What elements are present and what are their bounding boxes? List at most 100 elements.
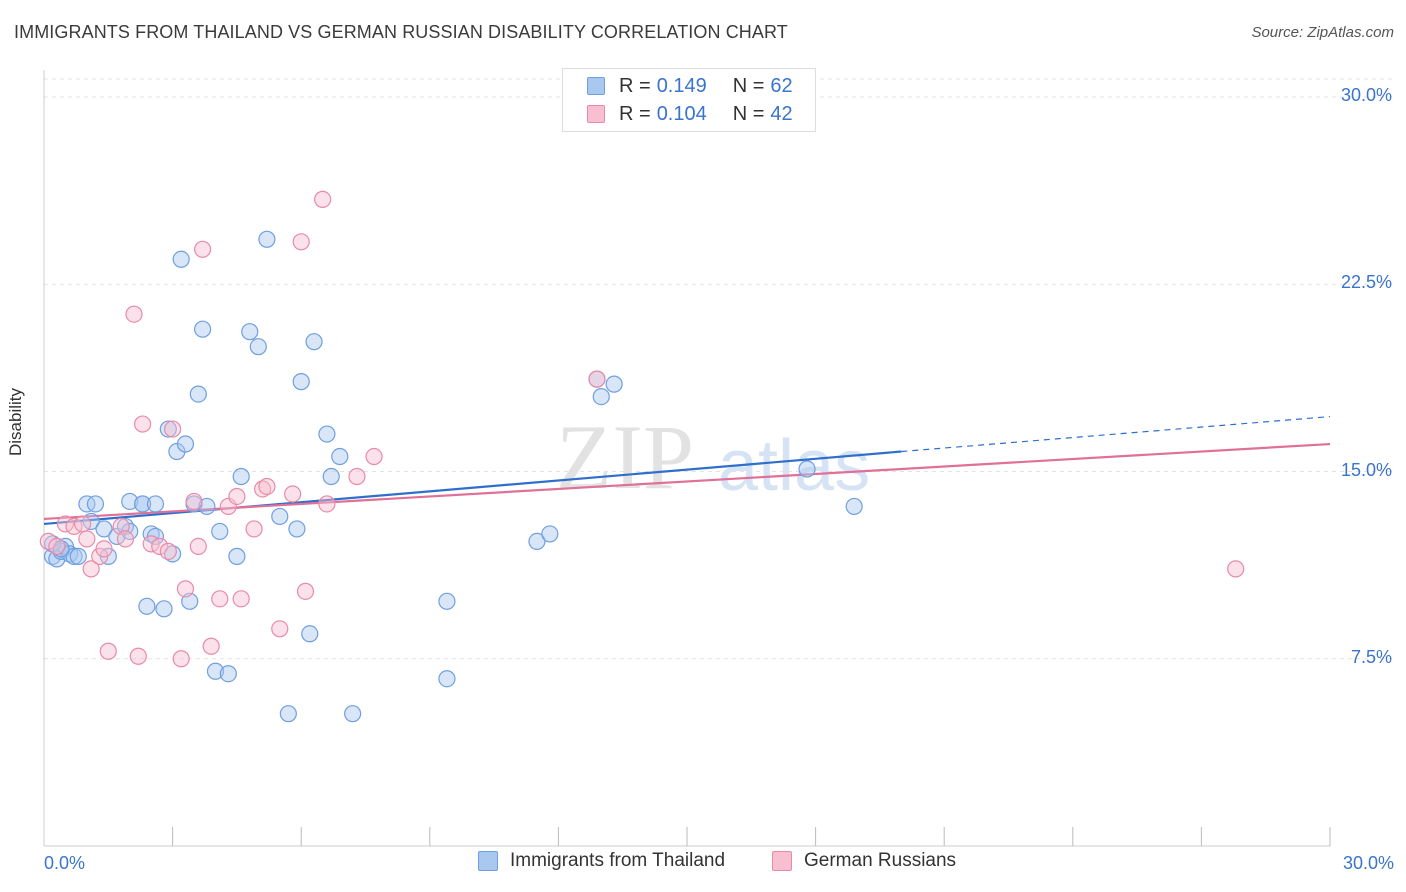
- data-point-pink: [78, 530, 96, 548]
- data-point-pink: [1227, 560, 1245, 578]
- watermark-zip: ZIP: [556, 406, 694, 508]
- data-point-pink: [232, 590, 250, 608]
- data-point-blue: [438, 670, 456, 688]
- legend-item-thailand[interactable]: Immigrants from Thailand: [478, 850, 725, 872]
- r-label: R =: [619, 74, 651, 97]
- series-legend: Immigrants from Thailand German Russians: [0, 850, 1406, 878]
- y-tick-label: 30.0%: [1340, 85, 1392, 105]
- r-value: 0.104: [656, 102, 707, 125]
- data-point-pink: [99, 642, 117, 660]
- data-point-blue: [138, 597, 156, 615]
- data-point-pink: [73, 515, 92, 533]
- trend-line-extension-blue: [901, 415, 1331, 453]
- data-point-pink: [588, 370, 606, 388]
- grid-lines: [44, 78, 1394, 660]
- data-point-blue: [279, 705, 297, 723]
- data-point-blue: [194, 320, 212, 338]
- y-axis-label: Disability: [6, 387, 25, 456]
- data-point-pink: [82, 560, 100, 578]
- data-point-pink: [164, 420, 182, 438]
- data-point-pink: [129, 647, 147, 665]
- data-point-pink: [176, 580, 195, 598]
- n-value: 62: [770, 74, 793, 97]
- data-point-pink: [292, 233, 310, 251]
- data-point-blue: [65, 547, 83, 565]
- legend-swatch-thailand: [478, 851, 498, 871]
- r-label: R =: [619, 102, 651, 125]
- data-point-blue: [176, 435, 195, 453]
- data-point-blue: [292, 373, 310, 391]
- data-point-blue: [798, 460, 816, 478]
- n-label: N =: [732, 74, 765, 97]
- data-point-blue: [189, 385, 207, 403]
- data-point-pink: [48, 537, 66, 556]
- data-point-blue: [322, 467, 340, 486]
- stats-legend: R = 0.149 N = 62 R = 0.104 N = 42: [562, 68, 816, 132]
- data-point-blue: [592, 388, 610, 406]
- data-point-blue: [155, 600, 173, 618]
- data-point-blue: [69, 547, 87, 565]
- legend-label-german-russians: German Russians: [804, 850, 957, 871]
- data-point-blue: [146, 495, 165, 513]
- data-point-pink: [245, 520, 263, 538]
- data-point-pink: [271, 620, 289, 638]
- y-tick-label: 15.0%: [1340, 459, 1392, 480]
- data-point-pink: [116, 530, 135, 548]
- data-point-pink: [314, 190, 332, 208]
- data-point-pink: [296, 582, 315, 600]
- data-point-pink: [159, 542, 177, 560]
- data-point-pink: [211, 590, 229, 608]
- data-point-blue: [133, 495, 152, 513]
- data-point-blue: [228, 547, 246, 565]
- legend-swatch-german-russians: [772, 851, 792, 871]
- x-tick-label: 0.0%: [44, 853, 86, 873]
- data-point-blue: [159, 420, 177, 438]
- data-point-blue: [438, 592, 456, 610]
- data-point-pink: [348, 467, 366, 486]
- trend-line-pink: [43, 442, 1331, 521]
- data-point-blue: [206, 662, 225, 680]
- data-points: [39, 190, 1245, 723]
- data-point-pink: [172, 650, 190, 668]
- data-point-blue: [605, 375, 623, 393]
- data-point-pink: [95, 540, 113, 558]
- data-point-blue: [301, 625, 319, 643]
- n-label: N =: [732, 102, 765, 125]
- data-point-blue: [198, 497, 216, 516]
- data-point-blue: [331, 447, 349, 466]
- data-point-pink: [228, 487, 246, 506]
- data-point-blue: [219, 665, 237, 683]
- stats-legend-row-german-russians: R = 0.104 N = 42: [587, 102, 793, 126]
- data-point-blue: [288, 520, 306, 538]
- data-point-blue: [211, 522, 229, 541]
- watermark: ZIP atlas: [556, 406, 870, 508]
- data-point-pink: [202, 637, 220, 655]
- watermark-atlas: atlas: [718, 426, 870, 506]
- x-tick-label: 30.0%: [1342, 853, 1394, 873]
- data-point-pink: [318, 495, 336, 513]
- r-value: 0.149: [656, 74, 707, 97]
- stats-legend-row-thailand: R = 0.149 N = 62: [587, 74, 793, 98]
- data-point-blue: [232, 467, 250, 486]
- data-point-pink: [365, 447, 383, 466]
- data-point-blue: [249, 338, 267, 356]
- legend-item-german-russians[interactable]: German Russians: [772, 850, 956, 872]
- data-point-blue: [121, 492, 139, 511]
- source-credit: Source: ZipAtlas.com: [1251, 24, 1394, 41]
- data-point-pink: [133, 415, 152, 433]
- y-tick-label: 22.5%: [1340, 272, 1392, 293]
- n-value: 42: [770, 102, 793, 125]
- data-point-pink: [189, 537, 207, 556]
- trend-line-blue: [43, 450, 902, 526]
- chart-title: IMMIGRANTS FROM THAILAND VS GERMAN RUSSI…: [14, 22, 788, 42]
- data-point-blue: [541, 525, 559, 543]
- y-tick-label: 7.5%: [1350, 646, 1392, 667]
- data-point-blue: [318, 425, 336, 443]
- data-point-blue: [86, 495, 105, 513]
- data-point-pink: [125, 305, 143, 323]
- data-point-pink: [185, 492, 203, 511]
- data-point-pink: [39, 532, 57, 551]
- legend-swatch-german-russians: [587, 105, 605, 123]
- data-point-blue: [528, 532, 546, 551]
- data-point-blue: [241, 323, 259, 341]
